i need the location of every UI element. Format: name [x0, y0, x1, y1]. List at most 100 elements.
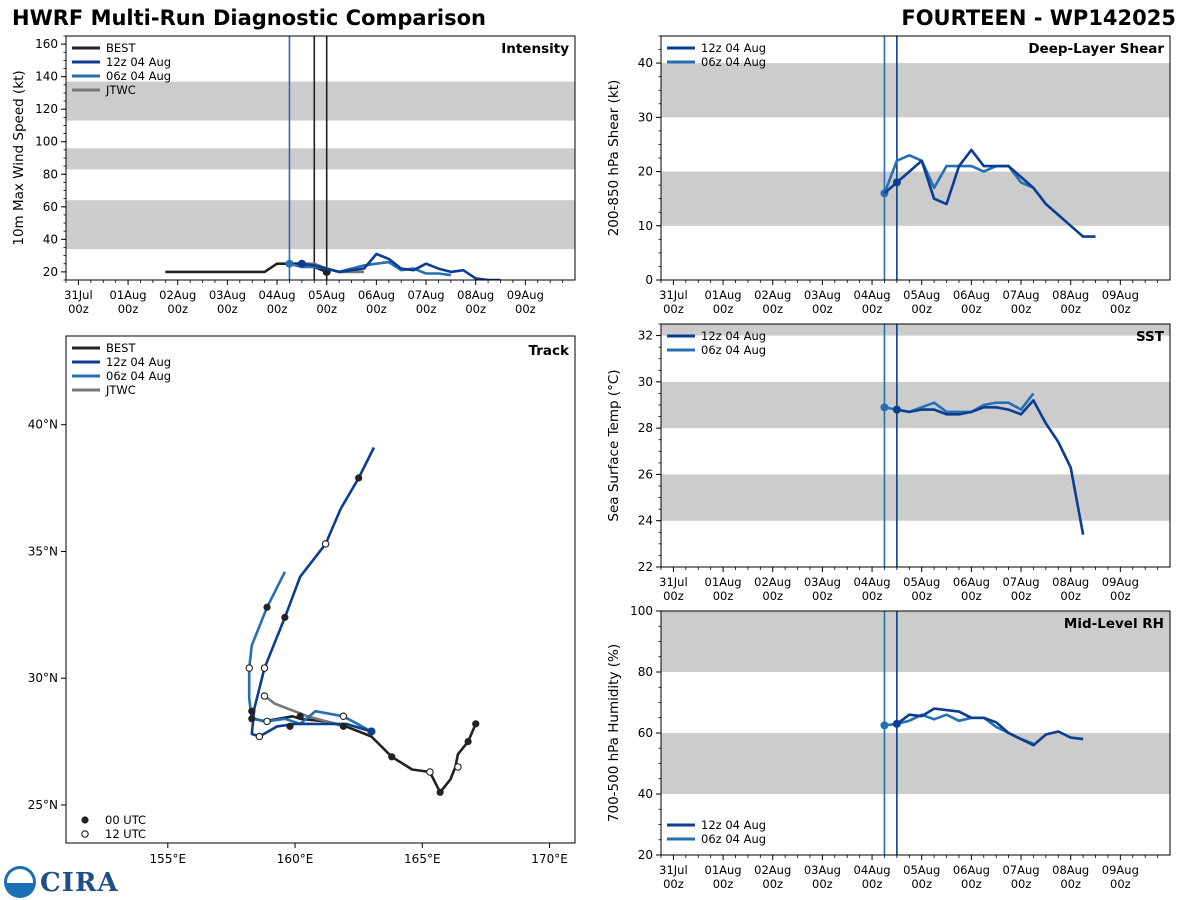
track-00utc-marker — [388, 753, 396, 761]
y-axis-label: 700-500 hPa Humidity (%) — [606, 644, 622, 822]
legend-label: JTWC — [105, 383, 136, 397]
panel-title: Track — [529, 343, 570, 359]
x-tick-hour-label: 00z — [713, 877, 734, 891]
x-tick-day-label: 08Aug — [1052, 575, 1089, 589]
x-tick-day-label: 03Aug — [804, 288, 841, 302]
y-axis-label: 200-850 hPa Shear (kt) — [606, 80, 622, 237]
x-tick-label: 160°E — [277, 852, 314, 866]
series-line-12z-04-aug — [301, 252, 501, 280]
x-tick-day-label: 07Aug — [1002, 288, 1039, 302]
category-band — [661, 171, 1170, 226]
init-marker — [892, 405, 901, 414]
init-marker — [297, 259, 306, 268]
panel-intensity: 20 40 60 80 100 120 140 160 10m Max Wind Speed (… — [11, 35, 576, 316]
x-tick-hour-label: 00z — [465, 302, 486, 316]
x-tick-day-label: 31Jul — [659, 575, 688, 589]
series-line-12z-04-aug — [883, 148, 1096, 238]
panel-title: Intensity — [501, 41, 569, 57]
y-tick-label: 30°N — [28, 671, 58, 685]
y-tick-label: 40 — [638, 56, 653, 70]
y-tick-label: 80 — [43, 167, 58, 181]
track-line-jtwc — [263, 694, 344, 728]
x-tick-day-label: 07Aug — [407, 288, 444, 302]
x-tick-label: 155°E — [150, 852, 187, 866]
track-12utc-marker — [255, 732, 264, 741]
x-tick-day-label: 09Aug — [1102, 288, 1139, 302]
x-tick-hour-label: 00z — [663, 877, 684, 891]
x-tick-hour-label: 00z — [663, 589, 684, 603]
noaa-logo-icon — [4, 866, 36, 898]
x-tick-day-label: 01Aug — [110, 288, 147, 302]
track-00utc-marker — [339, 722, 348, 730]
y-tick-label: 120 — [35, 102, 58, 116]
category-band — [66, 148, 575, 170]
y-tick-label: 32 — [638, 329, 653, 343]
x-tick-day-label: 02Aug — [754, 575, 791, 589]
x-tick-day-label: 05Aug — [308, 288, 345, 302]
panel-title: Deep-Layer Shear — [1028, 41, 1164, 57]
track-12utc-marker — [321, 540, 330, 548]
x-tick-day-label: 08Aug — [457, 288, 494, 302]
legend-label: 00 UTC — [105, 813, 146, 827]
track-12utc-marker — [260, 664, 269, 672]
track-line-06z-04-aug — [247, 571, 373, 733]
y-tick-label: 100 — [35, 135, 58, 149]
x-tick-day-label: 09Aug — [507, 288, 544, 302]
x-tick-hour-label: 00z — [762, 302, 783, 316]
legend-12utc-marker — [81, 830, 89, 838]
y-tick-label: 30 — [638, 110, 653, 124]
y-tick-label: 20 — [43, 265, 58, 279]
x-tick-hour-label: 00z — [862, 589, 883, 603]
x-tick-hour-label: 00z — [762, 589, 783, 603]
y-tick-label: 28 — [638, 421, 653, 435]
x-tick-day-label: 06Aug — [358, 288, 395, 302]
track-00utc-marker — [281, 613, 289, 621]
x-tick-hour-label: 00z — [316, 302, 337, 316]
x-tick-hour-label: 00z — [217, 302, 238, 316]
x-tick-hour-label: 00z — [366, 302, 387, 316]
x-tick-hour-label: 00z — [515, 302, 536, 316]
y-tick-label: 35°N — [28, 544, 58, 558]
track-00utc-marker — [436, 788, 444, 796]
track-12utc-marker — [454, 763, 462, 771]
y-tick-label: 0 — [645, 273, 653, 287]
legend-label: 12z 04 Aug — [701, 329, 766, 343]
category-band — [66, 81, 575, 121]
legend-label: JTWC — [105, 83, 136, 97]
x-tick-hour-label: 00z — [911, 589, 932, 603]
x-tick-hour-label: 00z — [961, 877, 982, 891]
track-00utc-marker — [248, 707, 256, 715]
x-tick-day-label: 31Jul — [659, 863, 688, 877]
y-tick-label: 26 — [638, 467, 653, 481]
legend-label: 12z 04 Aug — [106, 355, 171, 369]
x-tick-day-label: 31Jul — [659, 288, 688, 302]
x-tick-day-label: 08Aug — [1052, 288, 1089, 302]
legend-label: 06z 04 Aug — [701, 832, 766, 846]
x-tick-day-label: 09Aug — [1102, 863, 1139, 877]
x-tick-day-label: 01Aug — [705, 863, 742, 877]
x-tick-label: 165°E — [404, 852, 441, 866]
axes-frame — [660, 323, 1171, 568]
x-tick-hour-label: 00z — [68, 302, 89, 316]
track-00utc-marker — [263, 603, 271, 611]
x-tick-day-label: 04Aug — [854, 288, 891, 302]
x-tick-day-label: 06Aug — [953, 288, 990, 302]
legend-label: BEST — [106, 41, 136, 55]
x-tick-hour-label: 00z — [911, 877, 932, 891]
track-00utc-marker — [472, 720, 480, 728]
track-12utc-marker — [263, 717, 271, 726]
x-tick-day-label: 07Aug — [1002, 575, 1039, 589]
category-band — [661, 63, 1170, 118]
category-band — [661, 381, 1170, 429]
y-tick-label: 10 — [638, 219, 653, 233]
series-line-12z-04-aug — [896, 399, 1085, 535]
x-tick-hour-label: 00z — [713, 589, 734, 603]
x-tick-hour-label: 00z — [1110, 877, 1131, 891]
x-tick-day-label: 01Aug — [705, 288, 742, 302]
x-tick-hour-label: 00z — [961, 302, 982, 316]
track-00utc-marker — [296, 712, 304, 720]
x-tick-hour-label: 00z — [812, 302, 833, 316]
y-tick-label: 40 — [43, 232, 58, 246]
x-tick-day-label: 09Aug — [1102, 575, 1139, 589]
